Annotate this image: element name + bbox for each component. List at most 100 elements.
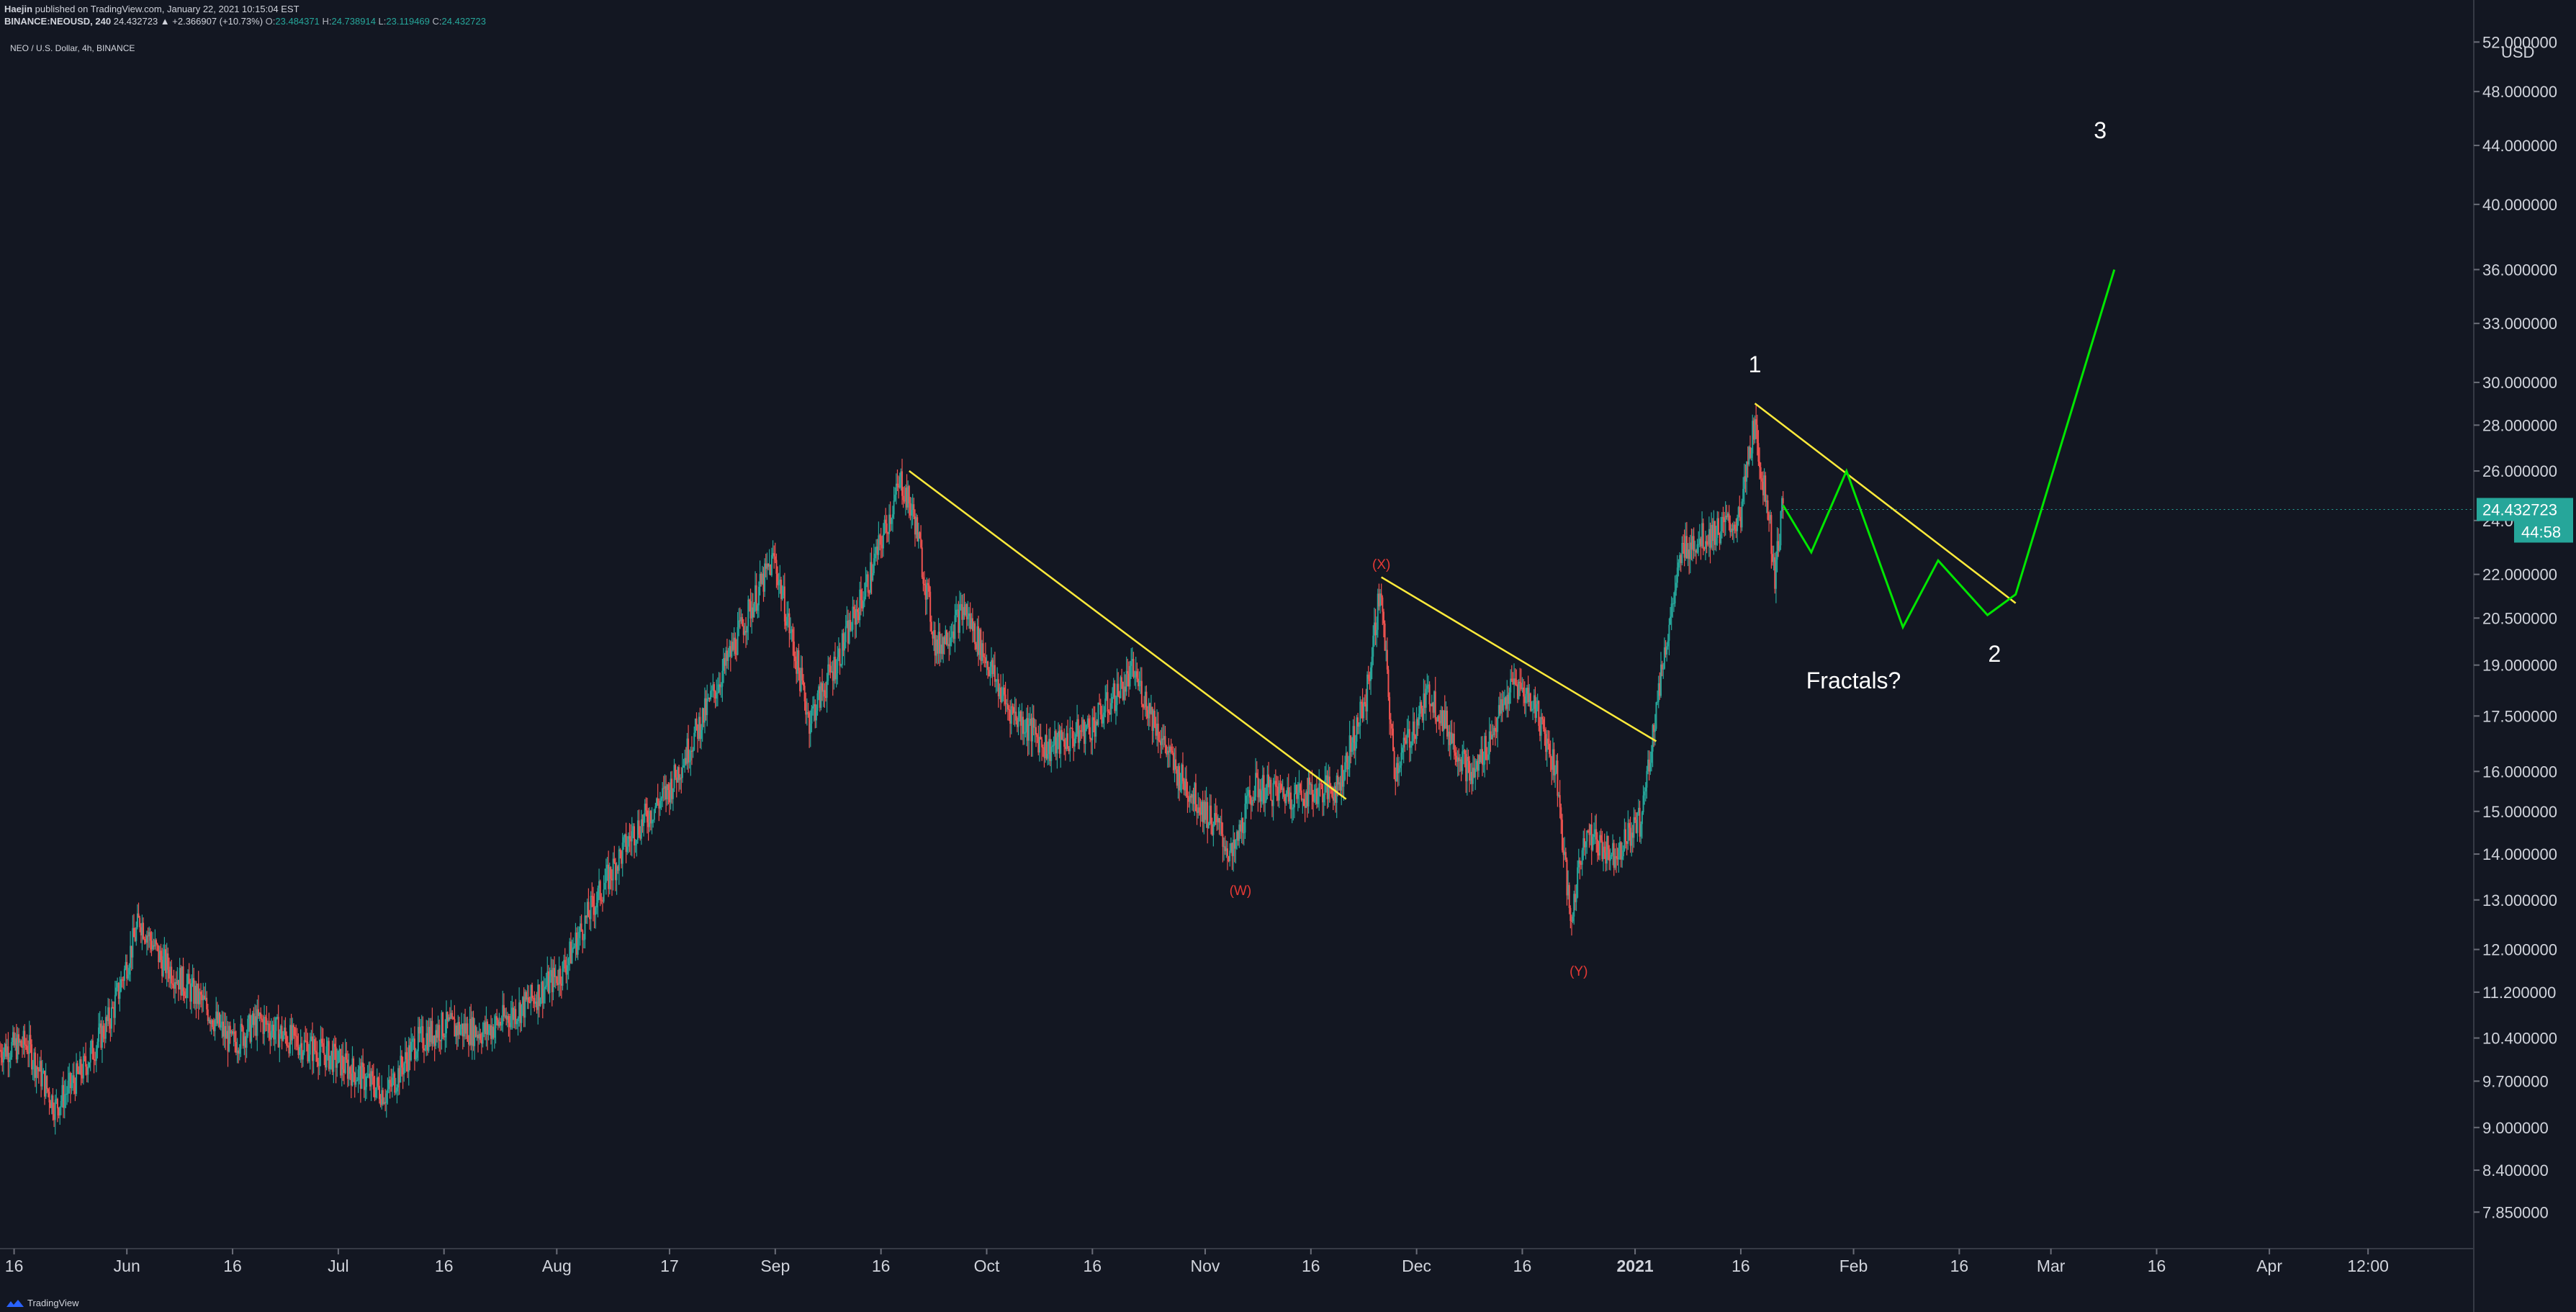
candle-down (1438, 716, 1440, 722)
candle-up (2, 1051, 4, 1063)
candle-up (9, 1059, 11, 1062)
candle-down (1516, 685, 1518, 699)
candle-down (1778, 541, 1780, 551)
candle-down (210, 1020, 212, 1024)
candle-up (1488, 731, 1490, 755)
candle-down (634, 826, 636, 846)
candle-down (824, 690, 826, 697)
footer-brand[interactable]: TradingView (27, 1298, 79, 1308)
candle-down (657, 798, 659, 804)
candle-up (1510, 678, 1512, 693)
candle-up (1654, 729, 1656, 732)
candle-down (1557, 760, 1559, 796)
candle-up (6, 1046, 8, 1057)
annotation-corrective: (X) (1372, 557, 1390, 572)
candle-up (197, 983, 199, 1005)
candle-down (422, 1026, 424, 1049)
candle-up (634, 843, 636, 846)
candle-up (1650, 751, 1652, 763)
candle-up (119, 992, 121, 999)
candle-down (1631, 832, 1634, 838)
candle-down (1469, 760, 1471, 781)
candle-down (850, 619, 852, 630)
author-name[interactable]: Haejin (4, 4, 33, 14)
candle-up (1056, 737, 1058, 754)
candle-down (902, 495, 904, 500)
candle-up (1351, 742, 1353, 752)
candle-up (1354, 741, 1356, 751)
candle-down (429, 1027, 431, 1042)
candle-down (1114, 683, 1116, 711)
candle-down (56, 1099, 58, 1109)
candle-up (1776, 541, 1778, 560)
candle-up (264, 1017, 266, 1034)
candle-down (965, 604, 968, 619)
candle-down (919, 532, 921, 539)
candle-down (1605, 852, 1607, 864)
candle-up (883, 519, 886, 534)
price-tick-label: 15.000000 (2482, 803, 2557, 821)
candle-up (1138, 680, 1140, 686)
candle-up (1377, 593, 1379, 630)
candle-down (613, 858, 616, 863)
candle-up (1737, 507, 1739, 518)
candle-up (882, 534, 884, 549)
candle-up (1344, 762, 1346, 780)
candle-down (500, 1021, 502, 1026)
candle-down (629, 836, 631, 839)
candle-down (943, 637, 945, 644)
candle-down (589, 917, 591, 920)
candle-up (636, 840, 638, 844)
candle-up (1130, 661, 1132, 666)
candle-down (1143, 706, 1145, 708)
candle-up (266, 1023, 269, 1025)
candle-down (1512, 680, 1514, 685)
candle-up (461, 1023, 463, 1030)
candle-down (379, 1099, 382, 1105)
candle-up (863, 601, 865, 608)
candle-up (746, 626, 748, 633)
candle-up (404, 1052, 406, 1064)
candle-up (558, 969, 560, 985)
candle-up (664, 786, 666, 788)
candle-up (348, 1066, 350, 1079)
candle-down (556, 976, 558, 984)
candle-up (845, 626, 847, 642)
candle-down (886, 523, 888, 533)
candle-up (683, 765, 685, 768)
candle-up (955, 609, 958, 616)
candle-up (729, 646, 731, 654)
candle-down (229, 1025, 231, 1034)
candle-down (1389, 696, 1391, 720)
candle-down (608, 864, 610, 889)
candle-down (1695, 550, 1697, 553)
candle-down (168, 969, 170, 979)
candle-down (1009, 709, 1012, 724)
candle-up (521, 1005, 523, 1023)
candle-down (1042, 747, 1044, 748)
candle-down (480, 1040, 482, 1044)
candle-up (1285, 794, 1287, 804)
candle-down (536, 1001, 538, 1010)
candle-down (1374, 622, 1377, 636)
candle-down (1762, 481, 1764, 495)
candle-up (917, 532, 919, 542)
candle-down (1360, 701, 1362, 704)
candle-down (1761, 478, 1763, 482)
candle-down (678, 767, 680, 781)
candle-down (1436, 719, 1438, 722)
candle-up (1110, 703, 1112, 715)
candle-down (969, 613, 971, 629)
candle-up (960, 604, 962, 606)
candle-down (724, 657, 726, 666)
candle-up (33, 1052, 35, 1066)
candle-down (1040, 737, 1042, 740)
candle-up (158, 951, 161, 963)
candle-down (78, 1071, 80, 1074)
candle-down (413, 1038, 415, 1059)
candle-down (484, 1023, 486, 1034)
candle-down (316, 1052, 318, 1062)
candle-up (1017, 717, 1019, 727)
candle-up (660, 798, 662, 801)
